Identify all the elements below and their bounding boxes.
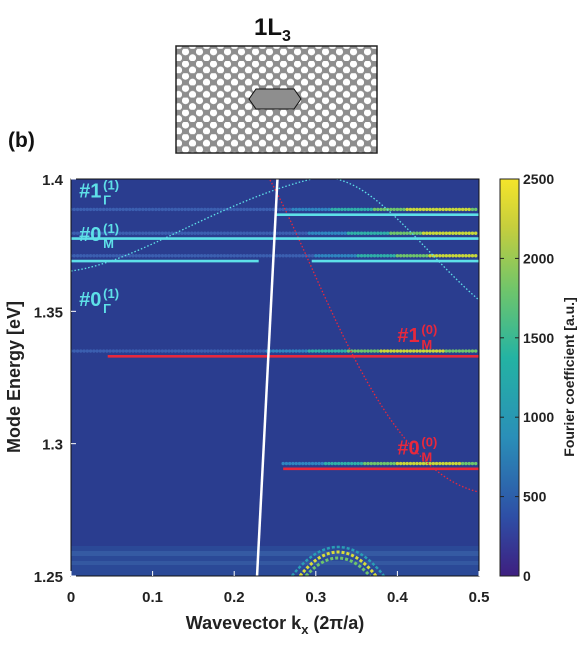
svg-text:#0: #0 — [79, 224, 101, 246]
svg-text:(0): (0) — [421, 322, 437, 337]
svg-text:(0): (0) — [421, 434, 437, 449]
colorbar-gradient — [499, 178, 520, 577]
plot-border — [70, 178, 480, 577]
svg-text:(1): (1) — [103, 286, 119, 301]
bottom-band — [71, 545, 479, 576]
y-tick-label: 1.4 — [42, 172, 64, 189]
heatmap-row — [71, 349, 478, 353]
heatmap-row — [71, 207, 478, 212]
svg-text:#1: #1 — [79, 181, 101, 203]
mode-annotations: #1 (1)Γ#0 (1)M#0 (1)Γ#1 (0)M#0 (0)M — [79, 178, 437, 465]
y-tick-label: 1.3 — [42, 437, 63, 454]
colorbar-tick-label: 1000 — [523, 409, 554, 425]
svg-text:M: M — [103, 236, 114, 251]
x-tick-label: 0.2 — [224, 589, 245, 606]
mode-label-m1m0: #1 (0)M — [397, 322, 437, 352]
colorbar-tick-label: 0 — [523, 568, 531, 584]
y-tick-label: 1.35 — [34, 304, 63, 321]
y-tick-label: 1.25 — [34, 569, 63, 586]
mode-label-m1g1: #1 (1)Γ — [79, 178, 119, 208]
y-axis: 1.25 1.3 1.35 1.4 — [34, 172, 76, 586]
heatmap-row — [71, 254, 478, 258]
svg-text:M: M — [421, 449, 432, 464]
svg-text:#0: #0 — [397, 437, 419, 459]
heatmap-row — [71, 231, 478, 235]
colorbar-tick-label: 500 — [523, 489, 547, 505]
svg-text:(1): (1) — [103, 178, 119, 193]
x-tick-label: 0.4 — [387, 589, 409, 606]
y-axis-label: Mode Energy [eV] — [4, 301, 24, 453]
svg-text:M: M — [421, 337, 432, 352]
svg-text:#0: #0 — [79, 289, 101, 311]
colorbar-tick-label: 2500 — [523, 171, 554, 187]
figure-title: 1L3 — [254, 14, 291, 45]
heatmap-row — [281, 461, 478, 466]
svg-text:Γ: Γ — [103, 301, 111, 316]
x-tick-label: 0.5 — [469, 589, 490, 606]
x-axis: 0 0.1 0.2 0.3 0.4 0.5 — [67, 571, 490, 606]
light-line — [255, 179, 279, 576]
lower-band-curve — [269, 179, 479, 493]
svg-text:#1: #1 — [397, 325, 419, 347]
x-tick-label: 0.3 — [305, 589, 326, 606]
colorbar-tick-label: 1500 — [523, 330, 554, 346]
colorbar-tick-label: 2000 — [523, 250, 554, 266]
colorbar-label: Fourier coefficient [a.u.] — [561, 297, 577, 456]
mode-label-m0m0: #0 (0)M — [397, 434, 437, 464]
svg-text:(1): (1) — [103, 221, 119, 236]
colorbar: 0 500 1000 1500 2000 2500 Fourier coefficient… — [499, 171, 577, 584]
mode-label-m0g1: #0 (1)Γ — [79, 286, 119, 316]
panel-label: (b) — [8, 129, 35, 152]
x-tick-label: 0.1 — [142, 589, 163, 606]
mode-label-m0m1: #0 (1)M — [79, 221, 119, 251]
heatmap-rows — [71, 207, 478, 466]
cavity-schematic — [175, 45, 378, 154]
svg-text:Γ: Γ — [103, 193, 111, 208]
x-axis-label: Wavevector kx (2π/a) — [186, 613, 364, 637]
x-tick-label: 0 — [67, 589, 75, 606]
